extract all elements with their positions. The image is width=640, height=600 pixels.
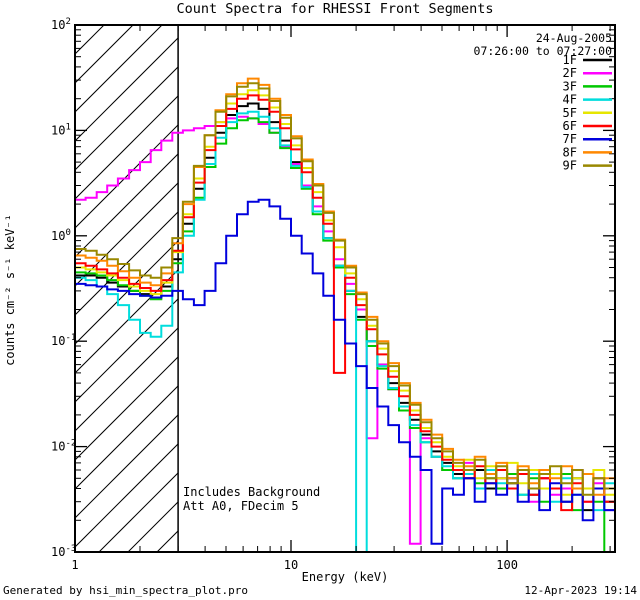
series-6F: [75, 94, 615, 512]
legend-label-2F: 2F: [563, 66, 577, 80]
x-tick-label: 100: [496, 558, 518, 572]
y-tick-label: 102: [51, 17, 71, 32]
legend-label-9F: 9F: [563, 159, 577, 173]
y-tick-label: 100: [51, 228, 71, 243]
x-tick-label: 1: [71, 558, 78, 572]
legend-label-8F: 8F: [563, 145, 577, 159]
legend-label-5F: 5F: [563, 106, 577, 120]
footer-datetime: 12-Apr-2023 19:14: [524, 584, 637, 597]
note-attenuator: Att A0, FDecim 5: [183, 499, 299, 513]
obs-date: 24-Aug-2005: [536, 31, 612, 45]
y-tick-label: 101: [51, 122, 71, 137]
hatch-region: [75, 25, 179, 552]
series-9F: [75, 82, 615, 496]
x-tick-label: 10: [284, 558, 298, 572]
series-7F: [75, 198, 615, 545]
footer-generator: Generated by hsi_min_spectra_plot.pro: [3, 584, 248, 597]
y-axis-label: counts cm⁻² s⁻¹ keV⁻¹: [3, 214, 17, 366]
legend-label-1F: 1F: [563, 53, 577, 67]
chart-title: Count Spectra for RHESSI Front Segments: [177, 1, 494, 17]
plot-frame: [74, 24, 616, 553]
plot-area: 1 10 100 102 101 100 10-1 10-2 10-3: [51, 17, 616, 572]
obs-time-range: 07:26:00 to 07:27:00: [474, 44, 613, 58]
x-axis-label: Energy (keV): [302, 570, 389, 584]
legend-label-4F: 4F: [563, 93, 577, 107]
legend-label-7F: 7F: [563, 132, 577, 146]
legend-label-3F: 3F: [563, 79, 577, 93]
y-tick-label: 10-3: [51, 544, 76, 559]
y-tick-label: 10-2: [51, 439, 76, 454]
note-background: Includes Background: [183, 485, 320, 499]
legend-label-6F: 6F: [563, 119, 577, 133]
y-tick-label: 10-1: [51, 333, 76, 348]
